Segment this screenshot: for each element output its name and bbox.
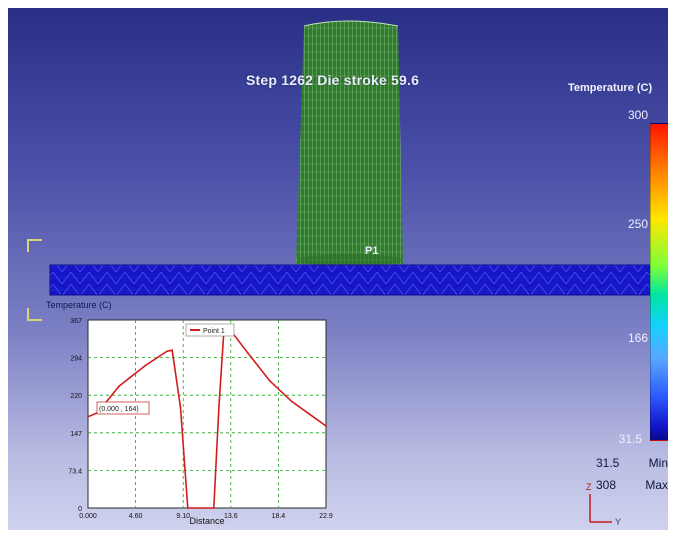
x-tick-label: 13.6 — [224, 513, 238, 520]
x-tick-label: 0.000 — [79, 513, 97, 520]
colorbar-tick-250: 250 — [627, 217, 648, 231]
series-point — [309, 413, 312, 416]
series-point — [268, 380, 271, 382]
axis-triad-icon: Z Y — [586, 482, 621, 526]
legend-title: Temperature (C) — [568, 82, 653, 94]
series-point — [179, 406, 182, 409]
x-tick-label: 18.4 — [272, 513, 286, 520]
billet-cylinder — [296, 20, 403, 266]
colorbar-tick-300: 300 — [627, 108, 648, 122]
tracking-point-label[interactable]: P1 — [365, 245, 379, 257]
selection-bracket — [27, 239, 42, 321]
y-tick-labels: 0 73.4 147 220 294 367 — [68, 318, 82, 513]
x-axis-label: Distance — [189, 516, 224, 526]
y-tick-label: 367 — [70, 318, 82, 325]
series-point — [290, 400, 293, 403]
y-tick-label: 0 — [78, 506, 82, 513]
annotation-label: (0.000 , 164) — [99, 406, 139, 413]
series-point — [87, 415, 89, 418]
series-point — [247, 352, 249, 355]
triad-z-label: Z — [586, 482, 592, 492]
max-label: Max — [645, 478, 668, 492]
legend-entry-point-1: Point 1 — [203, 328, 225, 335]
series-point — [118, 385, 121, 387]
chart-legend: Point 1 — [185, 323, 235, 337]
x-tick-label: 4.60 — [129, 513, 143, 520]
max-value: 308 — [596, 478, 617, 492]
min-value: 31.5 — [596, 456, 620, 470]
triad-y-label: Y — [615, 517, 621, 526]
y-axis-label: Temperature (C) — [46, 300, 112, 310]
y-tick-label: 73.4 — [68, 468, 82, 475]
distribution-graph-panel[interactable]: 0 73.4 147 220 294 367 0.000 4.60 9.10 13.6 18.4 2… — [36, 284, 336, 526]
x-tick-label: 9.10 — [176, 513, 190, 520]
series-point — [218, 404, 220, 407]
y-tick-label: 147 — [70, 431, 82, 438]
y-tick-label: 220 — [70, 393, 82, 400]
colorbar-tick-166: 166 — [627, 331, 648, 345]
series-point — [186, 507, 189, 509]
step-stroke-overlay: Step 1262 Die stroke 59.6 — [246, 72, 420, 88]
simulation-viewport[interactable]: Step 1262 Die stroke 59.6 P1 Temperature… — [8, 8, 668, 530]
x-tick-labels: 0.000 4.60 9.10 13.6 18.4 22.9 — [79, 513, 333, 520]
grid-lines — [88, 320, 326, 508]
series-point — [166, 350, 168, 353]
min-label: Min — [648, 456, 668, 470]
series-point — [212, 507, 215, 509]
annotation-box: (0.000 , 164) — [96, 401, 150, 415]
colorbar-tick-31.5: 31.5 — [618, 432, 642, 446]
y-tick-label: 294 — [70, 356, 82, 363]
temperature-colorbar — [650, 123, 668, 441]
x-tick-label: 22.9 — [319, 513, 333, 520]
distribution-chart: 0 73.4 147 220 294 367 0.000 4.60 9.10 13.6 18.4 2… — [46, 284, 333, 526]
series-point — [325, 425, 327, 427]
min-max-readout: 31.5 Min 308 Max — [596, 456, 668, 500]
series-point — [171, 349, 174, 352]
series-point — [144, 364, 147, 367]
workpiece-plate — [49, 264, 651, 296]
